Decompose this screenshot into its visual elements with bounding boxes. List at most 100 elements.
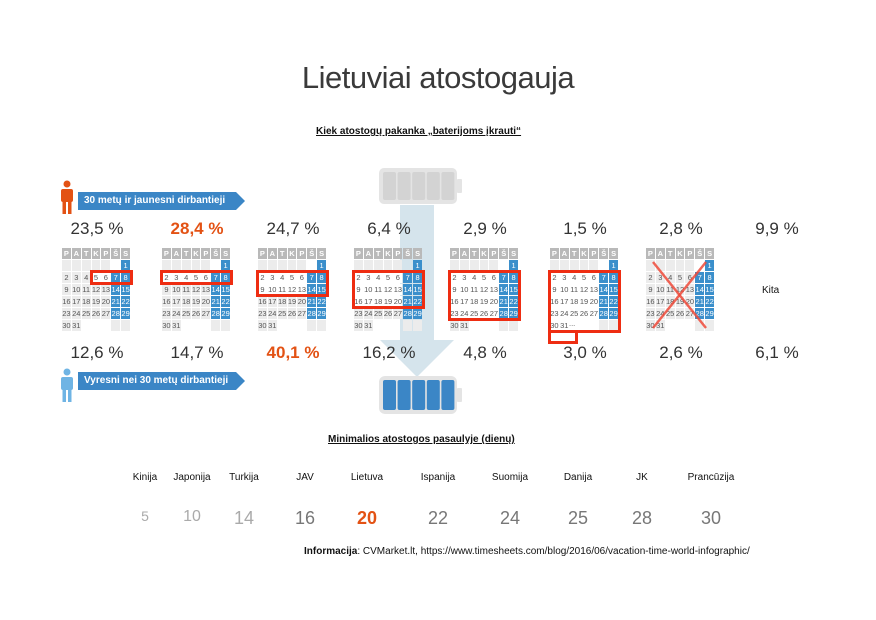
calendar-day	[288, 320, 297, 331]
weekday-header: P	[393, 248, 403, 259]
young-percentage: 28,4 %	[170, 219, 224, 238]
calendar-day: 28	[111, 308, 121, 319]
calendar-day: 19	[675, 296, 685, 307]
country-name: Prancūzija	[687, 472, 735, 483]
calendar-day: 18	[469, 296, 479, 307]
selection-highlight	[548, 270, 621, 333]
full-battery-segment	[397, 380, 411, 410]
calendar-day: 3	[459, 272, 469, 283]
calendar-day: 1	[317, 260, 327, 271]
calendar-day: 8	[509, 272, 519, 283]
calendar-day: 14	[403, 284, 413, 295]
calendar-day: 16	[258, 296, 267, 307]
full-battery-segment	[383, 380, 396, 410]
minimum-leave-days: 22	[427, 508, 449, 528]
calendar-day: 7	[111, 272, 121, 283]
calendar-day: 14	[211, 284, 221, 295]
minimum-leave-days: 28	[631, 508, 653, 528]
calendar-day: 1	[609, 260, 619, 271]
weekday-header: S	[413, 248, 423, 259]
calendar-day	[374, 320, 383, 331]
calendar-day: 31	[459, 320, 469, 331]
calendar-day: 20	[101, 296, 111, 307]
calendar: P A T K P Š S 1 2 3 4 5 6 7 8 9 10 11 12 13 14 15 16 17 18 19 20 21…	[62, 248, 131, 332]
calendar-day	[695, 320, 705, 331]
young-percentage: 2,9 %	[463, 219, 507, 238]
calendar-day: 25	[469, 308, 479, 319]
older-percentage: 12,6 %	[70, 343, 124, 362]
calendar-day	[470, 320, 479, 331]
calendar-day	[297, 260, 307, 271]
empty-battery-segment	[441, 172, 455, 200]
calendar-day: 25	[81, 308, 91, 319]
weekday-header: T	[569, 248, 579, 259]
calendar-day: 10	[171, 284, 181, 295]
calendar-day	[111, 320, 121, 331]
country-name: Ispanija	[420, 472, 456, 483]
calendar-day: 31	[171, 320, 181, 331]
calendar-day: 7	[211, 272, 221, 283]
calendar-day	[569, 260, 579, 271]
calendar-day	[459, 260, 469, 271]
calendar: P A T K P Š S 1 2 3 4 5 6 7 8 9 10 11 12 13 14 15 16 17 18 19 20 21…	[450, 248, 519, 332]
calendar-day: 28	[307, 308, 317, 319]
calendar-day: 9	[258, 284, 267, 295]
calendar-day: 4	[373, 272, 383, 283]
selection-highlight	[90, 270, 133, 285]
calendar-day	[609, 320, 619, 331]
calendar-day: 4	[665, 272, 675, 283]
calendar-day: 19	[579, 296, 589, 307]
calendar-day	[297, 320, 306, 331]
weekday-header: P	[550, 248, 559, 259]
older-percentage: 3,0 %	[563, 343, 607, 362]
calendar-day: 22	[221, 296, 231, 307]
calendar-day	[267, 260, 277, 271]
minimum-leave-days: 24	[499, 508, 521, 528]
weekday-header: K	[383, 248, 393, 259]
calendar-day	[384, 320, 393, 331]
source-text: : CVMarket.lt, https://www.timesheets.co…	[357, 546, 750, 557]
calendar-day: 31	[267, 320, 277, 331]
calendar-day	[101, 320, 110, 331]
calendar-day: 3	[559, 272, 569, 283]
calendar-day: 23	[62, 308, 71, 319]
weekday-header: A	[655, 248, 665, 259]
full-battery-icon	[379, 376, 462, 414]
calendar-day: 25	[277, 308, 287, 319]
calendar-day	[171, 260, 181, 271]
calendar-day: 11	[469, 284, 479, 295]
calendar-day: 11	[277, 284, 287, 295]
calendar-day: 8	[413, 272, 423, 283]
calendar-day: 18	[181, 296, 191, 307]
calendar-day: 4	[569, 272, 579, 283]
calendar-day: 11	[665, 284, 675, 295]
calendar-day	[393, 320, 402, 331]
weekday-header: P	[101, 248, 111, 259]
calendar-day: 17	[559, 296, 569, 307]
calendar-day: 29	[317, 308, 327, 319]
calendar-day: 10	[459, 284, 469, 295]
calendar-day: 24	[267, 308, 277, 319]
selection-highlight	[448, 270, 521, 321]
weekday-header: A	[559, 248, 569, 259]
calendar-day: 5	[91, 272, 101, 283]
calendar-day: 8	[121, 272, 131, 283]
calendar-day	[181, 260, 191, 271]
calendar-day	[182, 320, 191, 331]
weekday-header: P	[589, 248, 599, 259]
calendar-day	[277, 260, 287, 271]
calendar-day	[278, 320, 287, 331]
country-name: Kinija	[132, 472, 158, 483]
calendar: P A T K P Š S 1 2 3 4 5 6 7 8 9 10 11 12 13 14 15 16 17 18 19 20 21…	[646, 248, 715, 332]
calendar-day: 19	[91, 296, 101, 307]
calendar-day: 5	[479, 272, 489, 283]
calendar-day: 8	[317, 272, 327, 283]
weekday-header: S	[509, 248, 519, 259]
calendar-day: 13	[393, 284, 403, 295]
country-name: Suomija	[491, 472, 529, 483]
weekday-header: K	[579, 248, 589, 259]
source-label: Informacija	[304, 546, 358, 557]
weekday-header: K	[479, 248, 489, 259]
calendar-day: 16	[354, 296, 363, 307]
weekday-header: Š	[307, 248, 317, 259]
